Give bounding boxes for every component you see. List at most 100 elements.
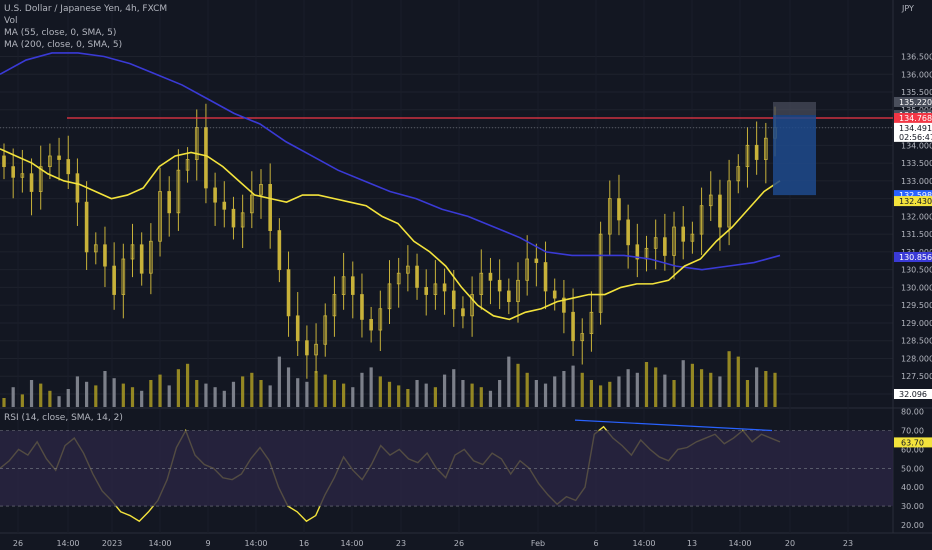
candle-body bbox=[11, 166, 15, 178]
ma55-legend[interactable]: MA (55, close, 0, SMA, 5) bbox=[4, 28, 117, 38]
candle-body bbox=[378, 308, 383, 331]
candle-body bbox=[277, 230, 282, 271]
rsi-divergence-line[interactable] bbox=[574, 419, 773, 432]
candles bbox=[2, 103, 777, 379]
volume-bar bbox=[424, 383, 428, 407]
candle-body bbox=[718, 194, 722, 228]
candle-body bbox=[626, 219, 630, 246]
price-label-box bbox=[894, 131, 932, 142]
price-tick-label: 133.500 bbox=[901, 159, 932, 168]
candle-body bbox=[222, 201, 227, 210]
volume-bar bbox=[617, 376, 621, 407]
volume-bar bbox=[442, 374, 447, 407]
volume-bar bbox=[773, 372, 777, 407]
candle-body bbox=[497, 279, 502, 292]
volume-bar bbox=[103, 371, 107, 407]
volume-bar bbox=[681, 360, 685, 407]
volume-bar bbox=[39, 383, 43, 407]
price-tick-label: 136.500 bbox=[901, 53, 932, 62]
volume-bar bbox=[176, 369, 180, 407]
volume-bar bbox=[286, 367, 291, 407]
volume-bar bbox=[755, 367, 759, 407]
candle-body bbox=[75, 173, 80, 203]
volume-bar bbox=[259, 380, 263, 407]
candle-body bbox=[268, 183, 272, 231]
candle-body bbox=[332, 294, 337, 317]
rsi-value-box bbox=[894, 437, 932, 448]
volume-bar bbox=[351, 387, 355, 407]
volume-bar bbox=[94, 385, 98, 407]
candle-body bbox=[663, 237, 667, 256]
candle-body bbox=[415, 265, 419, 288]
candle-body bbox=[20, 173, 25, 178]
volume-bar bbox=[323, 374, 327, 407]
candle-body bbox=[29, 173, 34, 192]
time-tick-label: 23 bbox=[843, 539, 853, 548]
volume-bar bbox=[470, 383, 474, 407]
candle-body bbox=[121, 258, 126, 295]
candle-body bbox=[580, 333, 585, 342]
time-tick-label: 14:00 bbox=[340, 539, 363, 548]
candle-body bbox=[552, 290, 557, 299]
candle-body bbox=[653, 237, 658, 249]
volume-bar bbox=[195, 380, 199, 407]
rsi-panel bbox=[0, 419, 893, 507]
candle-body bbox=[250, 194, 254, 214]
volume-bar bbox=[167, 385, 171, 407]
volume-bar bbox=[599, 385, 603, 407]
time-tick-label: Feb bbox=[531, 539, 545, 548]
ma55-line[interactable] bbox=[0, 148, 781, 321]
rsi-tick-label: 30.00 bbox=[901, 502, 924, 511]
volume-bar bbox=[498, 380, 502, 407]
price-tick-label: 128.000 bbox=[901, 354, 932, 363]
volume-bar bbox=[562, 371, 566, 407]
candle-body bbox=[387, 283, 392, 310]
position-target-zone[interactable] bbox=[773, 115, 816, 196]
volume-bar bbox=[314, 371, 318, 407]
volume-bar bbox=[140, 390, 144, 407]
volume-bar bbox=[406, 389, 410, 407]
symbol-title[interactable]: U.S. Dollar / Japanese Yen, 4h, FXCM bbox=[4, 4, 168, 14]
candle-body bbox=[764, 137, 768, 160]
candle-body bbox=[130, 244, 135, 260]
candle-body bbox=[240, 212, 245, 228]
price-tick-label: 135.500 bbox=[901, 88, 932, 97]
volume-bar bbox=[525, 372, 529, 407]
volume-bar bbox=[663, 374, 667, 407]
time-tick-label: 14:00 bbox=[728, 539, 751, 548]
candle-body bbox=[350, 276, 355, 295]
time-tick-label: 14:00 bbox=[632, 539, 655, 548]
volume-bar bbox=[644, 362, 649, 407]
rsi-tick-label: 70.00 bbox=[901, 427, 924, 436]
candle-body bbox=[213, 187, 217, 203]
volume-bar bbox=[204, 383, 208, 407]
rsi-tick-label: 60.00 bbox=[901, 445, 924, 454]
candle-body bbox=[699, 205, 704, 235]
volume-bar bbox=[250, 372, 254, 407]
time-tick-label: 14:00 bbox=[56, 539, 79, 548]
volume-bar bbox=[543, 383, 548, 407]
position-stop-zone[interactable] bbox=[773, 101, 816, 116]
ma200-legend[interactable]: MA (200, close, 0, SMA, 5) bbox=[4, 40, 123, 50]
ma200-line[interactable] bbox=[0, 52, 781, 271]
volume-bar bbox=[690, 363, 694, 407]
price-tick-label: 127.500 bbox=[901, 372, 932, 381]
rsi-tick-label: 80.00 bbox=[901, 408, 924, 417]
price-tick-label: 133.000 bbox=[901, 177, 932, 186]
candle-body bbox=[314, 343, 318, 356]
volume-bar bbox=[415, 380, 419, 407]
volume-bar bbox=[11, 387, 15, 407]
volume-bar bbox=[397, 385, 401, 407]
candle-body bbox=[295, 315, 300, 342]
candle-body bbox=[507, 290, 511, 303]
time-tick-label: 20 bbox=[785, 539, 795, 548]
volume-bar bbox=[112, 378, 116, 407]
candle-body bbox=[543, 262, 548, 292]
rsi-legend[interactable]: RSI (14, close, SMA, 14, 2) bbox=[4, 413, 123, 423]
volume-bar bbox=[149, 380, 153, 407]
vol-legend[interactable]: Vol bbox=[4, 16, 18, 26]
volume-bar bbox=[635, 372, 639, 407]
price-label-box bbox=[894, 122, 932, 133]
volume-bar bbox=[369, 367, 373, 407]
